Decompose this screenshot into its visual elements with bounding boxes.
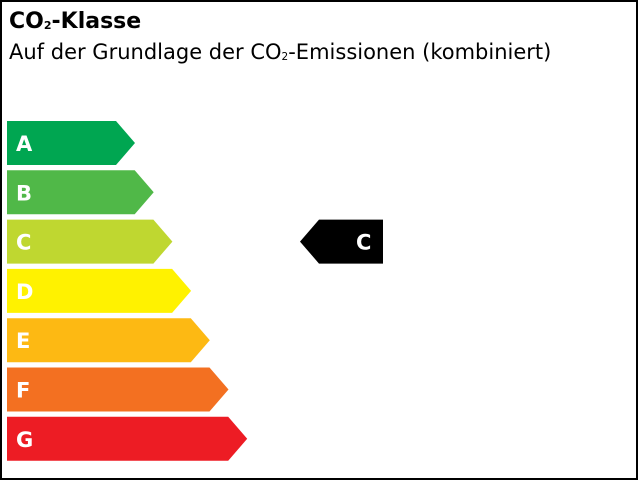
title: CO2-Klasse [9, 9, 142, 34]
indicator-arrow [300, 219, 383, 264]
class-arrow [7, 219, 173, 264]
class-label: C [16, 231, 31, 255]
subtitle: Auf der Grundlage der CO2-Emissionen (ko… [9, 40, 552, 64]
class-bar-d: D [7, 268, 192, 313]
class-arrow [7, 121, 135, 165]
class-bar-b: B [7, 170, 154, 215]
class-label: A [16, 132, 33, 156]
class-bar-c: C [7, 219, 173, 264]
class-label: G [16, 428, 33, 452]
class-arrow [7, 170, 154, 215]
current-class-indicator: C [300, 219, 383, 264]
class-arrow [7, 367, 229, 412]
class-bar-g: G [7, 416, 248, 461]
class-arrow [7, 416, 248, 461]
class-bar-e: E [7, 318, 210, 363]
class-bar-f: F [7, 367, 229, 412]
class-label: D [16, 280, 33, 304]
class-arrow [7, 318, 210, 363]
class-arrow [7, 268, 192, 313]
class-label: E [16, 329, 30, 353]
class-label: B [16, 181, 32, 205]
class-bar-a: A [7, 121, 135, 165]
indicator-label: C [356, 231, 371, 255]
class-label: F [16, 379, 30, 403]
